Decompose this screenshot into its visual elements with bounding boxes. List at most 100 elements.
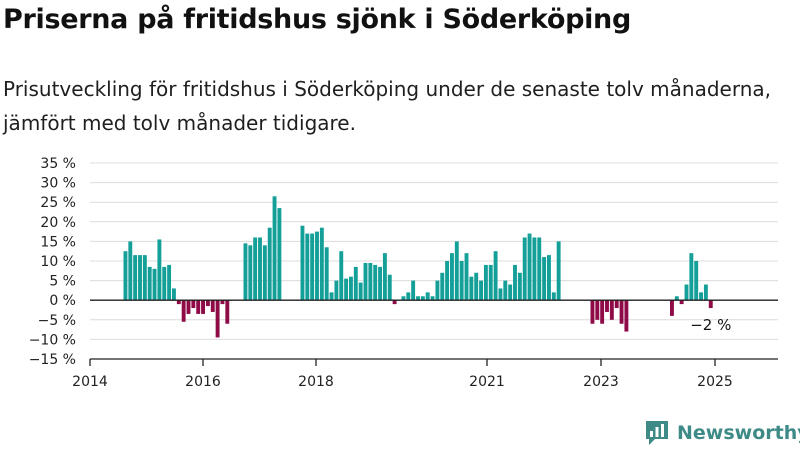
bar <box>363 262 368 301</box>
bar <box>595 300 600 320</box>
bar <box>324 247 329 301</box>
bar <box>205 300 210 307</box>
bar <box>440 272 445 301</box>
y-tick-label: 30 % <box>40 176 76 192</box>
bar <box>167 264 172 301</box>
bar <box>305 233 310 301</box>
x-tick-label: 2025 <box>697 374 733 390</box>
bar <box>699 292 703 301</box>
x-tick-label: 2014 <box>72 374 108 390</box>
bar <box>420 296 425 301</box>
bar <box>262 245 267 301</box>
bar <box>430 296 435 301</box>
bar <box>196 300 201 314</box>
bar <box>368 262 373 301</box>
bar <box>387 274 392 301</box>
y-tick-label: 35 % <box>40 156 76 172</box>
bar <box>694 261 699 301</box>
bar <box>619 300 624 324</box>
bar <box>258 237 262 301</box>
y-tick-label: −15 % <box>29 352 76 368</box>
gridlines <box>90 162 778 360</box>
bar <box>532 237 537 301</box>
bar <box>474 272 479 301</box>
bar <box>605 300 609 312</box>
bar <box>454 241 459 301</box>
bar <box>358 282 363 301</box>
bar <box>315 231 319 301</box>
y-tick-label: −10 % <box>29 332 76 348</box>
bar <box>503 280 508 301</box>
bar <box>138 255 142 301</box>
bars <box>123 196 713 338</box>
bar <box>157 239 162 301</box>
bar <box>459 261 464 301</box>
bar <box>225 300 230 324</box>
y-tick-label: −5 % <box>38 313 76 329</box>
y-tick-label: 25 % <box>40 195 76 211</box>
bar <box>435 280 440 301</box>
bar <box>450 253 454 301</box>
bar <box>378 266 382 301</box>
bar <box>684 284 689 301</box>
bar <box>176 300 181 305</box>
bar <box>382 253 387 301</box>
bar <box>373 264 378 301</box>
bar <box>243 243 248 301</box>
bar <box>556 241 561 301</box>
bar <box>319 227 324 301</box>
bar <box>464 253 469 301</box>
x-tick-label: 2018 <box>298 374 334 390</box>
bar <box>708 300 713 309</box>
bar <box>614 300 619 309</box>
bar <box>537 237 542 301</box>
bar <box>310 233 315 301</box>
bar-chart: 35 % 30 % 25 % 20 % 15 % 10 % 5 % 0 % −5 % −10 % −… <box>29 156 778 390</box>
bar <box>542 257 547 301</box>
last-value-annotation: −2 % <box>690 316 731 334</box>
bar <box>392 300 397 305</box>
bar <box>353 266 358 301</box>
bar <box>300 225 305 301</box>
bar <box>674 296 679 301</box>
newsworthy-logo[interactable]: Newsworthy <box>645 420 800 446</box>
bar <box>493 251 498 301</box>
bar <box>210 300 215 312</box>
bar <box>277 208 282 301</box>
bar <box>670 300 674 316</box>
bar <box>128 241 133 301</box>
bar <box>479 280 483 301</box>
bar <box>253 237 258 301</box>
bar <box>609 300 614 320</box>
bar <box>152 268 157 301</box>
bar <box>600 300 605 324</box>
bar <box>679 300 684 305</box>
newsworthy-icon <box>646 421 668 445</box>
bar <box>425 292 430 301</box>
bar <box>172 288 176 301</box>
bar <box>445 261 450 301</box>
bar <box>411 280 416 301</box>
bar <box>508 284 513 301</box>
bar <box>406 292 411 301</box>
bar <box>248 245 253 301</box>
bar <box>590 300 595 324</box>
bar <box>334 280 339 301</box>
x-axis-ticks: 2014 2016 2018 2021 2023 2025 <box>72 359 733 390</box>
bar <box>522 237 527 301</box>
bar <box>349 276 353 301</box>
y-tick-label: 5 % <box>49 274 76 290</box>
bar <box>513 264 517 301</box>
bar <box>498 288 503 301</box>
bar <box>339 251 344 301</box>
bar <box>517 272 522 301</box>
bar <box>142 255 147 301</box>
y-tick-label: 20 % <box>40 215 76 231</box>
bar <box>191 300 196 309</box>
bar <box>624 300 629 332</box>
bar <box>272 196 277 301</box>
bar <box>547 255 551 301</box>
bar <box>344 278 349 301</box>
bar <box>162 266 167 301</box>
bar <box>551 292 556 301</box>
